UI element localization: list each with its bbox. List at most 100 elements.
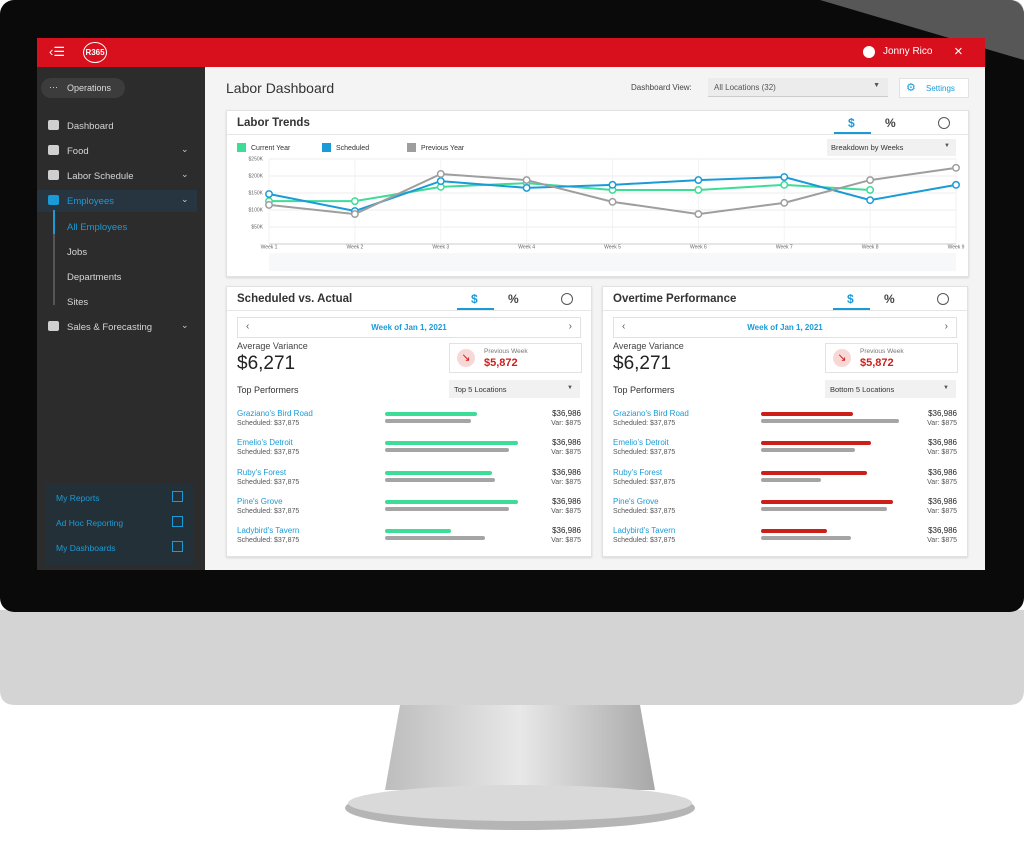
section-chip[interactable]: ⋯ Operations — [41, 78, 125, 98]
tab-clock[interactable] — [561, 293, 573, 305]
active-row — [37, 190, 197, 212]
performers-dropdown[interactable]: Top 5 Locations ▼ — [449, 380, 580, 398]
week-label: Week of Jan 1, 2021 — [371, 323, 447, 332]
tab-underline — [833, 308, 870, 310]
legend-swatch — [237, 143, 246, 152]
variance: Var: $875 — [927, 449, 957, 457]
tab-clock[interactable] — [938, 117, 950, 129]
tab[interactable]: % — [884, 292, 895, 306]
x-tick-label: Week 5 — [604, 244, 621, 250]
actual-value: $36,986 — [928, 526, 957, 536]
location-name[interactable]: Ruby's Forest — [613, 467, 663, 477]
variance: Var: $875 — [551, 478, 581, 486]
tab[interactable]: % — [885, 116, 896, 130]
actual-value: $36,986 — [552, 438, 581, 448]
link-icon — [172, 541, 183, 552]
location-name[interactable]: Graziano's Bird Road — [237, 409, 313, 418]
report-link[interactable]: My Dashboards — [56, 543, 116, 553]
scheduled: Scheduled: $37,875 — [237, 507, 300, 515]
actual-bar — [385, 470, 492, 475]
menu-button[interactable]: ‹☰ — [49, 44, 65, 59]
y-tick-label: $100K — [249, 207, 264, 213]
performers-label: Top Performers — [613, 385, 675, 395]
performers-dropdown[interactable]: Bottom 5 Locations ▼ — [825, 380, 956, 398]
y-tick-label: $250K — [249, 156, 264, 162]
point — [522, 176, 531, 185]
scheduled-bar — [761, 448, 855, 453]
nav-item[interactable]: Sites — [67, 297, 89, 308]
chevron: ⌄ — [181, 169, 189, 179]
variance-value: $6,271 — [613, 353, 672, 374]
user-name[interactable]: Jonny Rico — [883, 46, 933, 57]
point — [866, 196, 875, 205]
previous-week-label: Previous Week — [484, 348, 528, 355]
location-name[interactable]: Ladybird's Tavern — [237, 526, 300, 536]
point — [780, 180, 789, 189]
variance: Var: $875 — [927, 478, 957, 486]
point — [866, 176, 875, 185]
week-picker[interactable]: ‹ Week of Jan 1, 2021 › — [237, 317, 581, 338]
point — [608, 180, 617, 189]
chevron: ⌄ — [181, 194, 189, 204]
location-name[interactable]: Pine's Grove — [613, 496, 659, 506]
legend-swatch — [322, 143, 331, 152]
point — [608, 197, 617, 206]
tab[interactable]: $ — [848, 116, 855, 130]
location-name[interactable]: Emelio's Detroit — [237, 438, 293, 448]
nav-item[interactable]: Sales & Forecasting — [67, 322, 153, 333]
location-name[interactable]: Graziano's Bird Road — [613, 409, 689, 418]
scheduled: Scheduled: $37,875 — [237, 537, 300, 545]
point — [780, 173, 789, 181]
x-tick-label: Week 1 — [261, 244, 278, 250]
next-week: › — [944, 321, 948, 332]
chevron: ⌄ — [181, 320, 189, 330]
tab[interactable]: % — [508, 292, 519, 306]
nav-item[interactable]: All Employees — [67, 222, 128, 233]
view-dropdown[interactable]: All Locations (32) ▼ — [708, 78, 888, 97]
x-tick-label: Week 6 — [690, 244, 707, 250]
report-link[interactable]: My Reports — [56, 493, 100, 503]
tab[interactable]: $ — [471, 292, 478, 306]
report-link[interactable]: Ad Hoc Reporting — [56, 518, 124, 528]
location-name[interactable]: Ladybird's Tavern — [613, 526, 676, 536]
link-icon — [172, 491, 183, 502]
nav-item[interactable]: Food — [67, 146, 89, 157]
nav-item[interactable]: Departments — [67, 272, 122, 283]
nav-item[interactable]: Jobs — [67, 247, 88, 258]
close-button[interactable]: × — [954, 43, 963, 60]
actual-bar — [385, 441, 518, 446]
view-value: All Locations (32) — [714, 83, 776, 92]
location-name[interactable]: Emelio's Detroit — [613, 438, 669, 448]
nav-item[interactable]: Dashboard — [67, 121, 114, 132]
nav-item[interactable]: Employees — [67, 196, 114, 207]
dropdown-caret: ▼ — [943, 385, 949, 391]
settings-label: Settings — [926, 84, 955, 93]
point — [436, 170, 445, 178]
location-name[interactable]: Pine's Grove — [237, 496, 283, 506]
page-title: Labor Dashboard — [226, 80, 335, 96]
dropdown-caret: ▼ — [944, 143, 950, 149]
actual-bar — [761, 499, 893, 504]
prev-week: ‹ — [246, 321, 250, 332]
nav-icon — [48, 170, 59, 180]
tab[interactable]: $ — [847, 292, 854, 306]
scheduled: Scheduled: $37,875 — [613, 420, 676, 427]
scheduled-bar — [385, 448, 509, 453]
scheduled-bar — [385, 419, 471, 423]
dropdown-label: Bottom 5 Locations — [830, 385, 895, 394]
tab-clock[interactable] — [937, 293, 949, 305]
chart-dropdown[interactable]: Breakdown by Weeks ▼ — [827, 139, 956, 156]
settings-button[interactable]: ⚙ Settings — [899, 78, 969, 98]
previous-week-box: ↘ Previous Week $5,872 — [449, 343, 582, 373]
location-name[interactable]: Ruby's Forest — [237, 467, 287, 477]
user-icon — [863, 46, 875, 58]
dropdown-label: Breakdown by Weeks — [831, 143, 904, 152]
nav-item[interactable]: Labor Schedule — [67, 171, 134, 182]
nav-icon — [48, 145, 59, 155]
week-picker[interactable]: ‹ Week of Jan 1, 2021 › — [613, 317, 957, 338]
variance-label: Average Variance — [237, 341, 308, 351]
labor-trends-card: Labor Trends $% Breakdown by Weeks ▼ $50K $10… — [226, 110, 969, 277]
point — [952, 180, 960, 189]
previous-week-box: ↘ Previous Week $5,872 — [825, 343, 958, 373]
